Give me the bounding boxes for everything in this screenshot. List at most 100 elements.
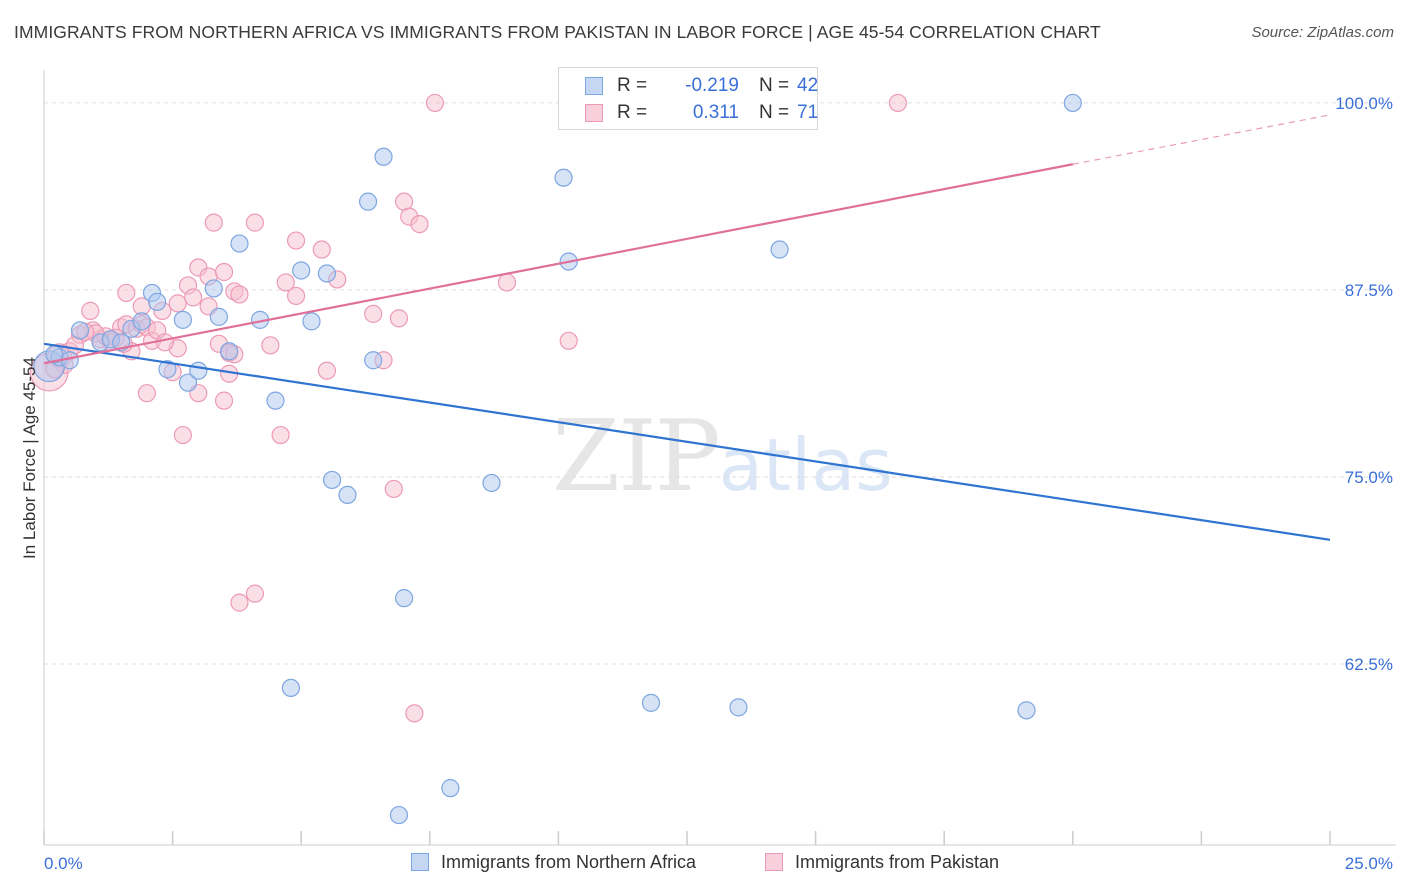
trend-lines (43, 114, 1331, 541)
northern-africa-point (158, 360, 177, 379)
y-tick-label: 75.0% (1345, 468, 1393, 487)
pakistan-point (214, 391, 234, 410)
watermark: ZIPatlas (552, 400, 893, 514)
northern-africa-point (358, 192, 378, 211)
northern-africa-point (178, 373, 198, 392)
northern-africa-point (148, 292, 167, 312)
legend-n-label: N = (759, 102, 790, 123)
legend-n-value: 71 (797, 102, 819, 123)
northern-africa-point (364, 351, 383, 370)
legend-r-label: R = (617, 102, 648, 123)
pakistan-point (137, 384, 156, 403)
bottom-legend-northern-africa: Immigrants from Northern Africa (411, 852, 696, 873)
pakistan-point (312, 240, 331, 259)
y-tick-label: 100.0% (1335, 94, 1393, 113)
bottom-legend-swatch-blue (411, 853, 429, 871)
x-tick-labels: 0.0% 25.0% (44, 854, 1393, 873)
source-label: Source: ZipAtlas.com (1251, 24, 1394, 41)
bottom-legend-pakistan: Immigrants from Pakistan (765, 852, 999, 873)
x-tick-label: 25.0% (1345, 854, 1393, 873)
pakistan-point (168, 294, 187, 313)
northern-africa-point (374, 147, 393, 166)
northern-africa-point (770, 240, 789, 259)
northern-africa-point (132, 312, 151, 331)
pakistan-point (230, 285, 249, 304)
pakistan-point (384, 479, 403, 499)
legend-swatch-pink (585, 104, 603, 122)
pakistan-point (117, 283, 136, 303)
northern-africa-point (230, 234, 249, 253)
pakistan-point (559, 331, 578, 350)
pakistan-point (410, 215, 429, 234)
northern-africa-point (266, 391, 285, 410)
bottom-legend-swatch-pink (765, 853, 783, 871)
pakistan-point (389, 309, 409, 328)
watermark-zip: ZIP (552, 400, 721, 514)
pakistan-trend-line (43, 163, 1074, 365)
northern-africa-point (173, 310, 192, 329)
pakistan-point (286, 231, 306, 250)
legend-swatch-blue (585, 77, 603, 95)
pakistan-point (497, 273, 517, 292)
pakistan-point (81, 301, 100, 320)
chart-title: IMMIGRANTS FROM NORTHERN AFRICA VS IMMIG… (14, 22, 1101, 42)
pakistan-point (245, 584, 265, 603)
northern-africa-point (482, 473, 501, 493)
northern-africa-trend-line (43, 342, 1331, 541)
pakistan-point (888, 93, 908, 113)
pakistan-point (155, 333, 174, 352)
northern-africa-point (1017, 701, 1036, 720)
legend-n-value: 42 (797, 75, 819, 96)
y-axis-label: In Labor Force | Age 45-54 (20, 357, 39, 559)
pakistan-point (405, 704, 424, 723)
pakistan-point (286, 286, 306, 306)
legend-r-value: 0.311 (692, 102, 739, 123)
northern-africa-point (441, 779, 460, 798)
bottom-legend-label: Immigrants from Northern Africa (441, 852, 697, 872)
northern-africa-point (322, 470, 342, 490)
northern-africa-point (729, 698, 748, 717)
northern-africa-point (204, 279, 223, 298)
pakistan-point (364, 304, 383, 323)
pakistan-point (184, 288, 203, 307)
x-tick-label: 0.0% (44, 854, 83, 873)
pakistan-point (271, 425, 290, 445)
northern-africa-point (1063, 93, 1082, 113)
pakistan-point (245, 213, 265, 232)
northern-africa-point (554, 168, 573, 187)
northern-africa-point (220, 342, 239, 361)
pakistan-point (204, 213, 223, 232)
northern-africa-point (70, 321, 90, 340)
legend-r-label: R = (617, 75, 648, 96)
northern-africa-point (389, 805, 409, 825)
northern-africa-point (209, 307, 228, 326)
pakistan-point (230, 593, 249, 612)
northern-africa-point (317, 264, 337, 283)
pakistan-point (261, 336, 280, 355)
stats-legend: R = -0.219 N = 42 R = 0.311 N = 71 (558, 67, 818, 130)
northern-africa-point (641, 693, 661, 712)
northern-africa-point (338, 485, 357, 505)
pakistan-point (276, 273, 295, 292)
northern-africa-point (292, 261, 311, 280)
y-tick-label: 87.5% (1345, 281, 1393, 300)
pakistan-point (214, 262, 234, 282)
northern-africa-point (189, 361, 208, 380)
y-tick-label: 62.5% (1345, 655, 1393, 674)
axes (43, 70, 1396, 846)
northern-africa-points (33, 93, 1082, 825)
northern-africa-point (394, 589, 414, 608)
northern-africa-point (302, 312, 321, 331)
pakistan-trend-extension (1072, 114, 1331, 165)
northern-africa-point (281, 678, 301, 698)
y-tick-labels: 62.5% 75.0% 87.5% 100.0% (1335, 94, 1393, 674)
legend-n-label: N = (759, 75, 790, 96)
bottom-legend-label: Immigrants from Pakistan (795, 852, 1000, 872)
pakistan-point (173, 425, 192, 445)
pakistan-point (317, 361, 337, 380)
watermark-atlas: atlas (718, 423, 893, 507)
legend-r-value: -0.219 (685, 75, 739, 96)
pakistan-point (425, 93, 445, 113)
grid (44, 102, 1396, 665)
